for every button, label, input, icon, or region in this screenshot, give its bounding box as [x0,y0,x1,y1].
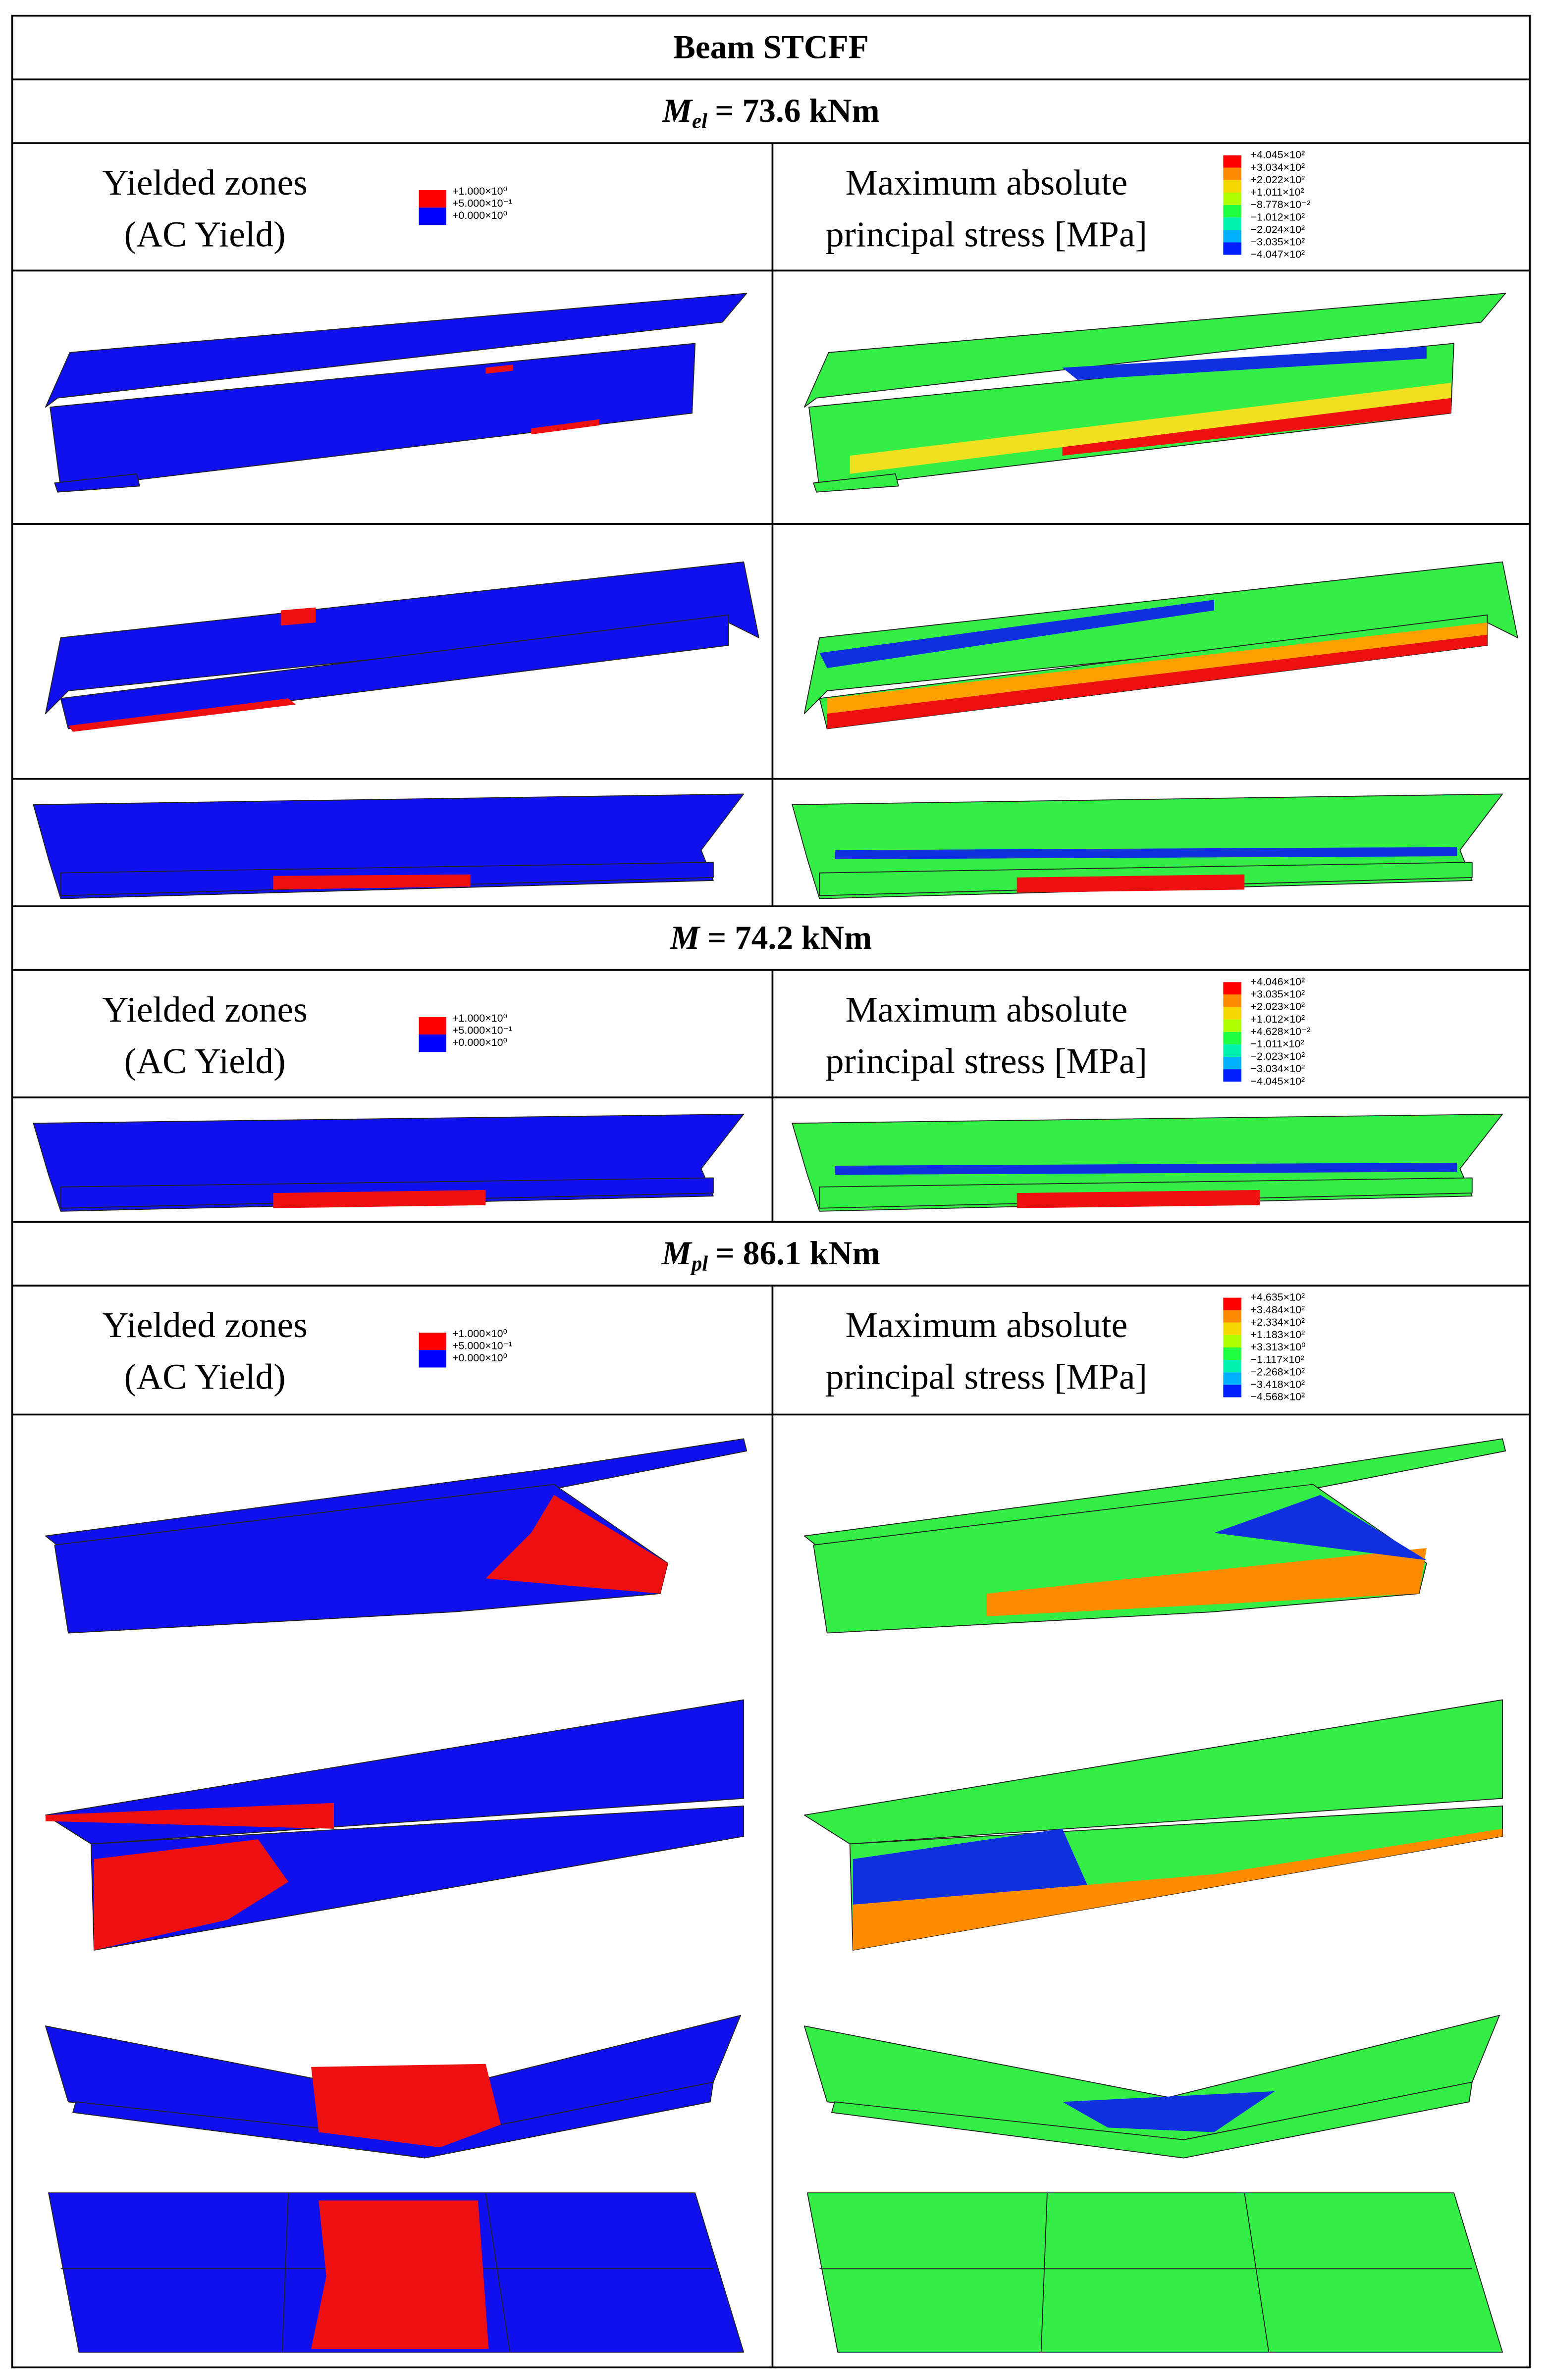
colorbar-label: +4.045×10² [1251,149,1305,161]
colorbar-label: +1.011×10² [1251,186,1304,198]
colorbar-label: +3.034×10² [1251,161,1305,173]
colorbar-band [1223,205,1242,218]
colorbar-label: −2.268×10² [1251,1366,1305,1378]
colorbar-label: −8.778×10⁻² [1251,199,1311,210]
heading-value: = 74.2 kNm [707,919,872,956]
colorbar-band [1223,192,1242,206]
colorbar-label: −3.418×10² [1251,1379,1305,1391]
colorbar-label: +2.022×10² [1251,174,1305,186]
legend-label: +5.000×10⁻¹ [452,1024,512,1036]
colorbar-band [1223,217,1242,230]
colorbar-band [1223,1297,1242,1310]
legend-label: +1.000×10⁰ [452,1012,507,1024]
table-grid [11,14,1531,2369]
right-header: Maximum absolute [846,1304,1128,1345]
colorbar-band [1223,180,1242,193]
legend-swatch [419,1350,446,1368]
colorbar-band [1223,1057,1242,1070]
yield-contours [33,293,759,2353]
colorbar-band [1223,1372,1242,1385]
legend-swatch [419,1034,446,1052]
colorbar-band [1223,155,1242,168]
colorbar-label: −3.034×10² [1251,1063,1305,1075]
colorbar-band [1223,982,1242,995]
colorbar-band [1223,167,1242,180]
colorbar-label: −4.045×10² [1251,1075,1305,1087]
left-header: (AC Yield) [124,1040,286,1081]
colorbar-label: +3.035×10² [1251,988,1305,1000]
legend-label: +0.000×10⁰ [452,1036,507,1048]
heading-symbol: M [670,919,701,956]
heading-symbol: M [661,1235,693,1272]
legend-label: +1.000×10⁰ [452,185,507,197]
table-title: Beam STCFF [673,28,869,65]
colorbar-label: +4.635×10² [1251,1292,1305,1303]
colorbar-label: +3.484×10² [1251,1304,1305,1316]
section-heading: M = 74.2 kNm [670,919,872,956]
colorbar-band [1223,1069,1242,1082]
left-header: (AC Yield) [124,213,286,254]
colorbar-band [1223,1322,1242,1335]
colorbar-label: +1.183×10² [1251,1329,1305,1341]
heading-value: = 73.6 kNm [715,92,879,129]
colorbar-band [1223,1347,1242,1360]
colorbar-label: −4.047×10² [1251,249,1305,260]
legend-swatch [419,207,446,225]
colorbar-label: +1.012×10² [1251,1013,1305,1025]
legend-label: +5.000×10⁻¹ [452,1340,512,1352]
colorbar-label: −1.012×10² [1251,211,1305,223]
colorbar-band [1223,1310,1242,1323]
heading-subscript: el [692,109,707,133]
colorbar-label: +3.313×10⁰ [1251,1341,1306,1353]
colorbar-band [1223,1385,1242,1397]
left-header: Yielded zones [102,162,307,203]
legend-label: +5.000×10⁻¹ [452,198,512,209]
colorbar-label: −2.024×10² [1251,223,1305,235]
colorbar-band [1223,1360,1242,1373]
colorbar-label: +2.334×10² [1251,1316,1305,1328]
colorbar-label: +2.023×10² [1251,1001,1305,1013]
colorbar-label: −1.117×10² [1251,1353,1304,1365]
colorbar-label: −2.023×10² [1251,1050,1305,1062]
colorbar-label: −3.035×10² [1251,236,1305,248]
legend-label: +1.000×10⁰ [452,1328,507,1340]
legend-label: +0.000×10⁰ [452,209,507,221]
colorbar-band [1223,1007,1242,1020]
colorbar-band [1223,1044,1242,1057]
right-header: principal stress [MPa] [826,1356,1147,1397]
colorbar-label: +4.046×10² [1251,976,1305,987]
colorbar-label: +4.628×10⁻² [1251,1026,1311,1037]
heading-symbol: M [662,92,693,129]
legend-swatch [419,1017,446,1035]
stress-contours [792,293,1518,2353]
left-header: (AC Yield) [124,1356,286,1397]
legend-label: +0.000×10⁰ [452,1352,507,1364]
legend-swatch [419,1332,446,1350]
colorbar-band [1223,242,1242,255]
legend-swatch [419,190,446,208]
colorbar-band [1223,1032,1242,1044]
right-header: Maximum absolute [846,989,1128,1030]
right-header: principal stress [MPa] [826,213,1147,254]
colorbar-band [1223,230,1242,243]
section-heading: Mel = 73.6 kNm [662,92,880,133]
heading-value: = 86.1 kNm [716,1235,880,1272]
colorbar-band [1223,994,1242,1007]
right-header: principal stress [MPa] [826,1040,1147,1081]
left-header: Yielded zones [102,989,307,1030]
heading-subscript: pl [690,1252,708,1275]
colorbar-band [1223,1335,1242,1348]
left-header: Yielded zones [102,1304,307,1345]
right-header: Maximum absolute [846,162,1128,203]
colorbar-label: −4.568×10² [1251,1391,1305,1403]
colorbar-label: −1.011×10² [1251,1038,1304,1050]
section-heading: Mpl = 86.1 kNm [661,1235,880,1275]
colorbar-band [1223,1019,1242,1032]
